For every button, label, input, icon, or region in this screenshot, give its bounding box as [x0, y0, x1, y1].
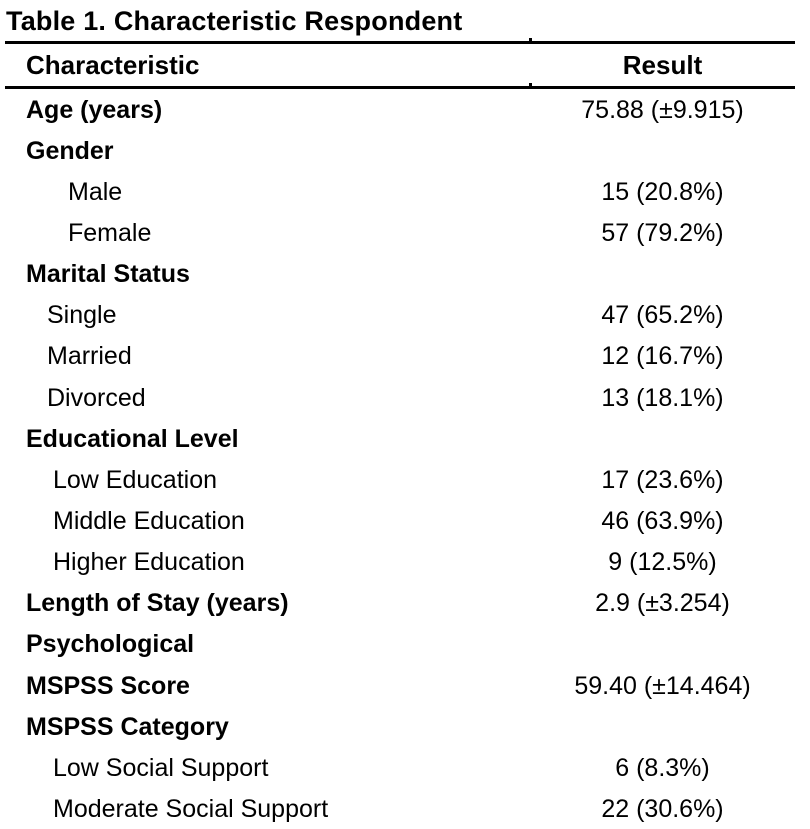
column-divider-tick [529, 83, 532, 86]
table-row: MSPSS Category [5, 706, 795, 747]
characteristic-cell: Marital Status [26, 260, 190, 289]
table-row: Low Education 17 (23.6%) [5, 459, 795, 500]
table-row: Psychological [5, 624, 795, 665]
result-cell: 47 (65.2%) [601, 301, 724, 330]
table-row: Moderate Social Support 22 (30.6%) [5, 788, 795, 829]
header-result: Result [622, 50, 703, 80]
characteristic-cell: Psychological [26, 630, 195, 659]
table-title: Table 1. Characteristic Respondent [6, 6, 463, 36]
table-row: Educational Level [5, 418, 795, 459]
result-cell: 22 (30.6%) [601, 794, 724, 823]
table-row: Divorced 13 (18.1%) [5, 377, 795, 418]
characteristic-cell: Male [68, 177, 123, 206]
result-cell: 75.88 (±9.915) [581, 95, 744, 124]
result-cell: 59.40 (±14.464) [574, 671, 751, 700]
characteristic-cell: Educational Level [26, 424, 239, 453]
table-row: Married 12 (16.7%) [5, 336, 795, 377]
characteristic-cell: MSPSS Category [26, 712, 229, 741]
table-row: Male 15 (20.8%) [5, 171, 795, 212]
header-characteristic: Characteristic [26, 51, 200, 79]
characteristic-cell: Female [68, 218, 152, 247]
result-cell: 15 (20.8%) [601, 177, 724, 206]
result-cell: 12 (16.7%) [601, 342, 724, 371]
result-cell: 13 (18.1%) [601, 383, 724, 412]
characteristic-cell: Divorced [47, 383, 146, 412]
characteristic-cell: Higher Education [53, 548, 245, 577]
characteristic-cell: Low Social Support [53, 753, 269, 782]
table-row: Length of Stay (years) 2.9 (±3.254) [5, 583, 795, 624]
column-divider-tick [529, 38, 532, 41]
characteristic-cell: Length of Stay (years) [26, 589, 289, 618]
characteristic-cell: MSPSS Score [26, 671, 190, 700]
result-cell: 57 (79.2%) [601, 218, 724, 247]
table-header: Characteristic Result [5, 41, 795, 89]
characteristic-cell: Low Education [53, 465, 218, 494]
table-row: Gender [5, 130, 795, 171]
characteristic-cell: Moderate Social Support [53, 794, 329, 823]
table-row: Middle Education 46 (63.9%) [5, 500, 795, 541]
table-row: Age (years) 75.88 (±9.915) [5, 89, 795, 130]
characteristic-cell: Age (years) [26, 95, 163, 124]
result-cell: 6 (8.3%) [615, 753, 710, 782]
characteristic-cell: Single [47, 301, 117, 330]
table-row: Low Social Support 6 (8.3%) [5, 747, 795, 788]
result-cell: 9 (12.5%) [608, 548, 717, 577]
characteristic-cell: Married [47, 342, 132, 371]
characteristic-cell: Middle Education [53, 506, 245, 535]
table-row: Female 57 (79.2%) [5, 212, 795, 253]
result-cell: 2.9 (±3.254) [595, 589, 730, 618]
table-row: MSPSS Score 59.40 (±14.464) [5, 665, 795, 706]
characteristic-cell: Gender [26, 136, 114, 165]
table-row: Higher Education 9 (12.5%) [5, 542, 795, 583]
result-cell: 46 (63.9%) [601, 506, 724, 535]
result-cell: 17 (23.6%) [601, 465, 724, 494]
characteristics-table: Characteristic Result Age (years) 75.88 … [5, 38, 795, 829]
table-row: Marital Status [5, 254, 795, 295]
table-row: Single 47 (65.2%) [5, 295, 795, 336]
